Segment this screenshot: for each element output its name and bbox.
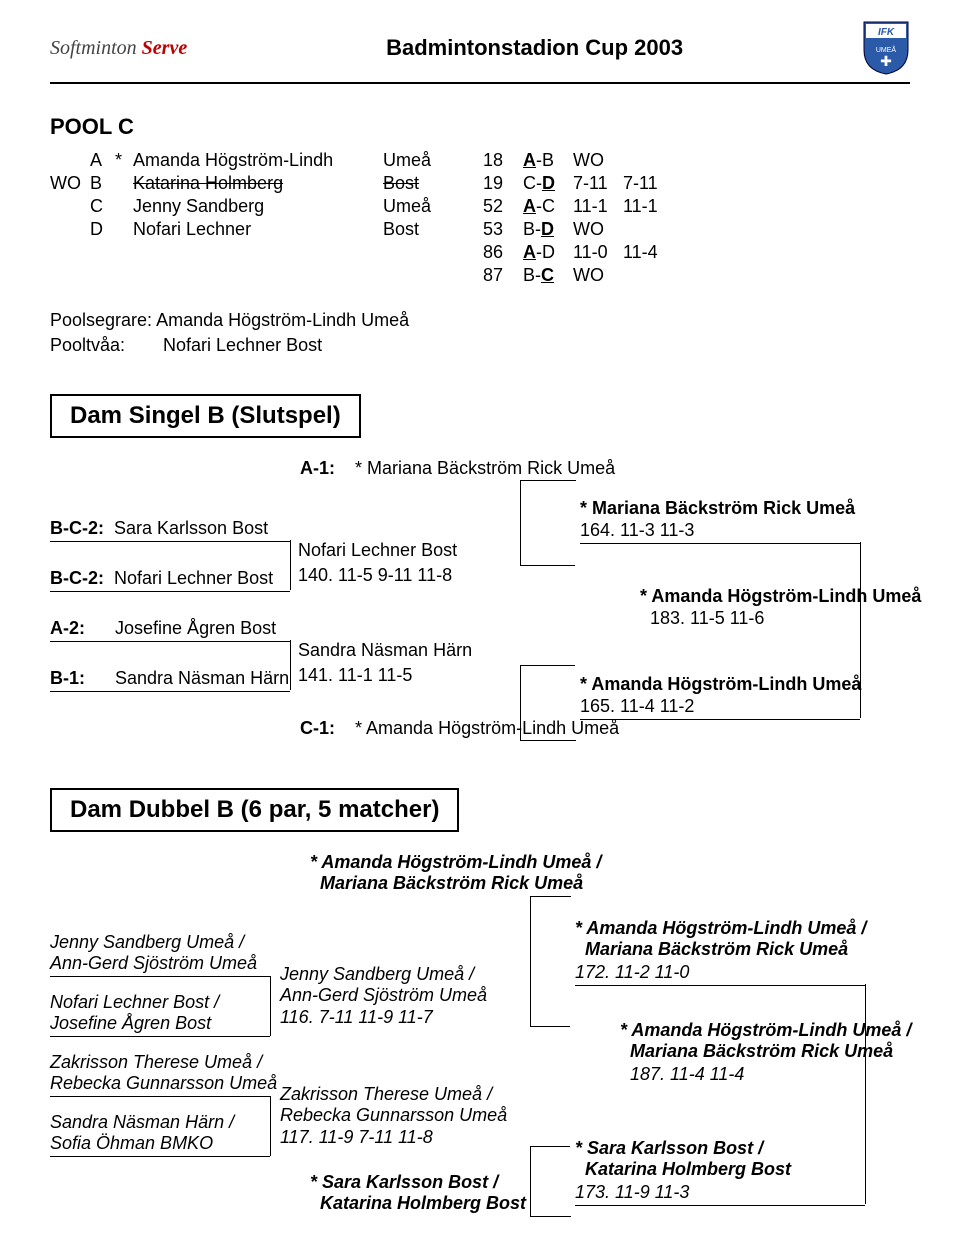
pool-row: CJenny SandbergUmeå52A-C11-111-1 [50,196,910,217]
pool-winner-name: Amanda Högström-Lindh Umeå [156,310,409,330]
pool-row: 87B-CWO [50,265,910,286]
c1-name: * Amanda Högström-Lindh Umeå [355,718,619,738]
pool-second-label: Pooltvåa: [50,335,158,356]
club-shield-icon: IFK UMEÅ ✚ [862,20,910,76]
pool-second: Pooltvåa: Nofari Lechner Bost [50,335,910,356]
pool-table: A*Amanda Högström-LindhUmeå18A-BWOWOBKat… [50,150,910,286]
d-l1: Jenny Sandberg Umeå / Ann-Gerd Sjöström … [50,932,270,977]
bc2b-name: Nofari Lechner Bost [114,568,273,588]
mid1-score: 140. 11-5 9-11 11-8 [298,565,452,586]
d-l3: Zakrisson Therese Umeå / Rebecka Gunnars… [50,1052,270,1097]
bc2b-label: B-C-2: [50,568,104,588]
a1-label: A-1: [300,458,335,478]
d-bottom: * Sara Karlsson Bost / Katarina Holmberg… [310,1172,526,1214]
d-l2: Nofari Lechner Bost / Josefine Ågren Bos… [50,992,270,1037]
page-title: Badmintonstadion Cup 2003 [207,35,862,61]
pool-winner: Poolsegrare: Amanda Högström-Lindh Umeå [50,310,910,331]
side-code: 1216 EMU0030 [0,824,2,900]
pool-row: DNofari LechnerBost53B-DWO [50,219,910,240]
bracket-title-dubbel: Dam Dubbel B (6 par, 5 matcher) [50,788,459,832]
pool-row: A*Amanda Högström-LindhUmeå18A-BWO [50,150,910,171]
pool-row: WOBKatarina HolmbergBost19C-D7-117-11 [50,173,910,194]
logo-left: Softminton Serve [50,37,187,60]
c1-label: C-1: [300,718,335,738]
d-l4: Sandra Näsman Härn / Sofia Öhman BMKO [50,1112,270,1157]
logo-text-b: Serve [142,37,188,59]
d-sf1: * Amanda Högström-Lindh Umeå / Mariana B… [575,918,866,960]
final-name: * Amanda Högström-Lindh Umeå [640,586,921,607]
d-m2-score: 117. 11-9 7-11 11-8 [280,1127,433,1148]
pool-second-name: Nofari Lechner Bost [163,335,322,355]
sf2-name: * Amanda Högström-Lindh Umeå [580,674,861,695]
b1-name: Sandra Näsman Härn [115,668,289,688]
pool-winner-label: Poolsegrare: [50,310,152,330]
d-sf2-score: 173. 11-9 11-3 [575,1182,865,1206]
bc2a-label: B-C-2: [50,518,104,538]
mid2-score: 141. 11-1 11-5 [298,665,412,686]
a1-name: * Mariana Bäckström Rick Umeå [355,458,615,478]
d-m2: Zakrisson Therese Umeå / Rebecka Gunnars… [280,1084,507,1126]
mid1-name: Nofari Lechner Bost [298,540,457,561]
sf1-score: 164. 11-3 11-3 [580,520,860,544]
svg-text:IFK: IFK [878,27,895,38]
d-sf1-score: 172. 11-2 11-0 [575,962,865,986]
a2-name: Josefine Ågren Bost [115,618,276,638]
mid2-name: Sandra Näsman Härn [298,640,472,661]
d-top: * Amanda Högström-Lindh Umeå / Mariana B… [310,852,601,894]
pool-row: 86A-D11-011-4 [50,242,910,263]
page-header: Softminton Serve Badmintonstadion Cup 20… [50,20,910,84]
b1-label: B-1: [50,668,85,688]
sf2-score: 165. 11-4 11-2 [580,696,860,720]
svg-text:✚: ✚ [880,53,892,69]
d-final: * Amanda Högström-Lindh Umeå / Mariana B… [620,1020,911,1062]
d-m1: Jenny Sandberg Umeå / Ann-Gerd Sjöström … [280,964,487,1006]
pool-title: POOL C [50,114,910,140]
bc2a-name: Sara Karlsson Bost [114,518,268,538]
d-sf2: * Sara Karlsson Bost / Katarina Holmberg… [575,1138,791,1180]
sf1-name: * Mariana Bäckström Rick Umeå [580,498,855,519]
d-m1-score: 116. 7-11 11-9 11-7 [280,1007,433,1028]
bracket-singel: A-1: * Mariana Bäckström Rick Umeå B-C-2… [50,458,910,738]
bracket-dubbel: * Amanda Högström-Lindh Umeå / Mariana B… [50,852,910,1212]
bracket-title-singel: Dam Singel B (Slutspel) [50,394,361,438]
a2-label: A-2: [50,618,85,638]
d-final-score: 187. 11-4 11-4 [630,1064,744,1085]
final-score: 183. 11-5 11-6 [650,608,764,629]
logo-text-a: Softminton [50,37,137,59]
